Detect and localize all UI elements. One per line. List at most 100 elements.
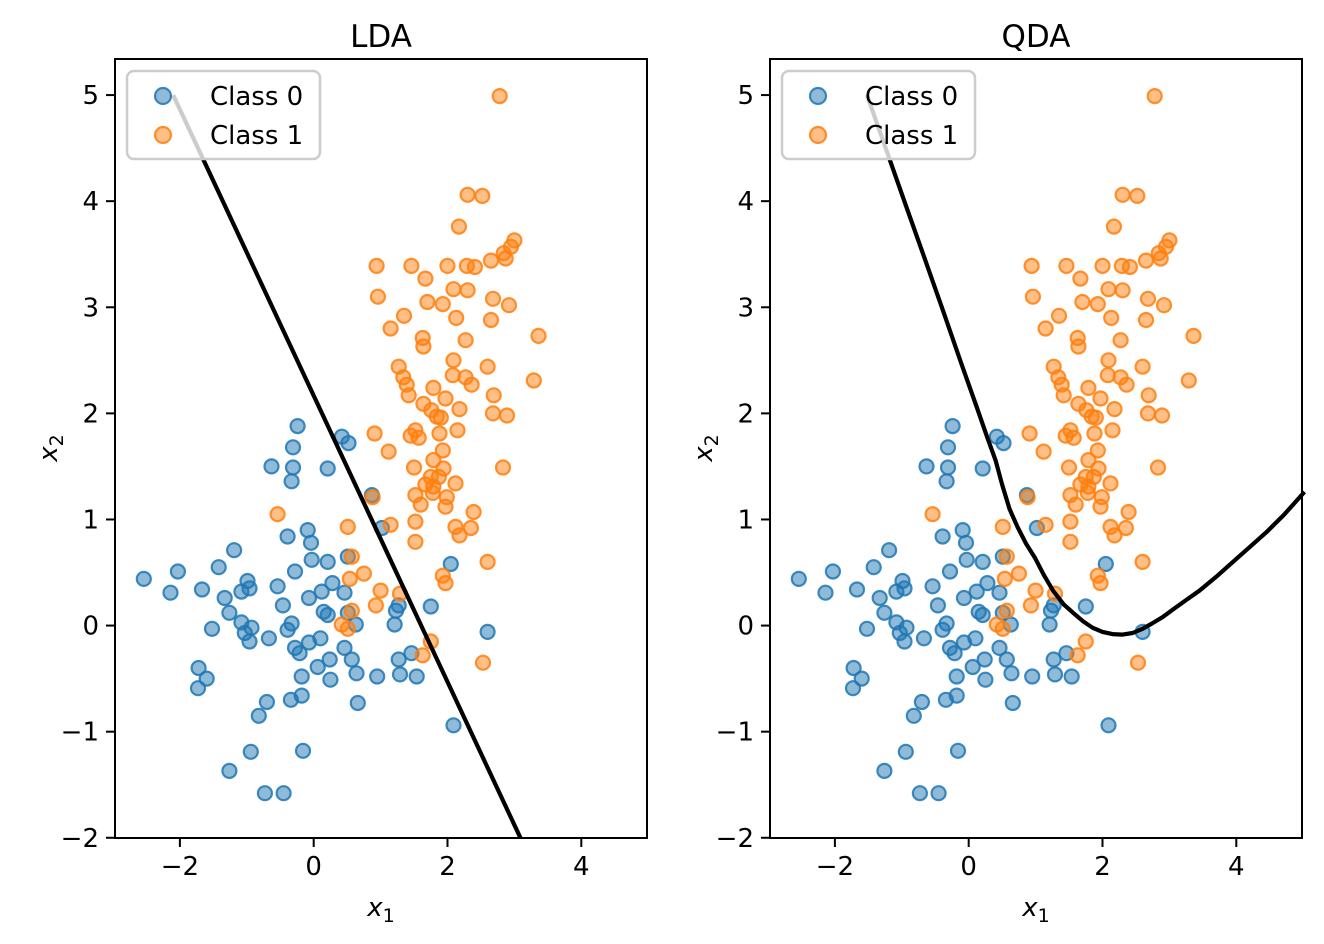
legend-marker-class0 [808, 86, 828, 106]
class1-point [1105, 218, 1123, 235]
legend: Class 0 Class 1 [780, 69, 977, 161]
class1-point [484, 405, 502, 422]
class0-point [991, 584, 1008, 601]
class1-point [998, 602, 1015, 619]
class0-point [319, 460, 336, 477]
y-tick-label: 1 [737, 505, 754, 535]
class0-point [226, 542, 243, 559]
x-tick-label: 0 [305, 852, 322, 882]
class0-point [880, 542, 898, 559]
class0-point [313, 583, 330, 600]
class1-point [479, 358, 496, 375]
class1-point [1129, 654, 1147, 671]
class1-point [445, 352, 462, 369]
class0-point [967, 630, 984, 647]
x-tick-label: 4 [573, 852, 590, 882]
class1-point [444, 367, 461, 384]
class0-point [479, 623, 496, 641]
class1-point [407, 533, 424, 550]
class1-point [474, 187, 491, 204]
class0-point [1024, 668, 1041, 685]
class1-point [996, 570, 1013, 588]
legend-marker-class1 [808, 125, 828, 145]
class0-point [1097, 555, 1114, 573]
class1-point [1099, 367, 1116, 384]
class1-point [459, 282, 476, 299]
class1-point [1074, 293, 1091, 311]
x-axis: −2 0 2 4 [161, 838, 590, 882]
class1-point [994, 620, 1011, 637]
class1-point [1079, 484, 1096, 501]
class1-point [269, 506, 286, 523]
lda-decision-boundary [171, 94, 523, 839]
class1-point [998, 548, 1015, 565]
class1-point [415, 338, 432, 355]
y-tick-label: 0 [737, 612, 754, 642]
class1-point [924, 506, 941, 523]
class1-point [1080, 379, 1097, 396]
class1-point [425, 452, 442, 469]
class1-point [355, 565, 372, 582]
class0-point [300, 589, 318, 607]
class0-point [911, 785, 929, 802]
class1-point [445, 281, 462, 298]
class1-point [434, 442, 451, 459]
class1-point [380, 443, 397, 460]
qda-panel: QDA −2 0 2 4 5 4 3 2 1 0 −1 −2 x1 x2 Class 0 Class 1 [689, 19, 1307, 927]
class0-point [294, 742, 312, 759]
class1-point [1037, 516, 1054, 533]
class0-point [949, 742, 967, 759]
class1-point [1010, 565, 1028, 582]
class1-point [1070, 338, 1087, 355]
class1-point [459, 186, 476, 203]
class0-point [386, 616, 403, 633]
class1-point [372, 582, 389, 599]
class0-point [274, 597, 291, 614]
class1-point [1118, 376, 1135, 393]
class0-point [336, 584, 353, 601]
class1-point [1102, 475, 1119, 492]
class1-point [450, 218, 467, 235]
class1-point [1087, 409, 1104, 426]
qda-decision-boundary [865, 94, 1307, 637]
class1-point [1180, 372, 1197, 389]
y-tick-label: −1 [716, 718, 754, 748]
class1-point [479, 553, 496, 571]
class1-point [1058, 257, 1075, 274]
class0-point [898, 619, 915, 636]
class1-point [1062, 513, 1079, 530]
class1-point [1060, 459, 1078, 476]
class1-point [1134, 553, 1151, 571]
class1-point [525, 372, 542, 389]
class1-point [1067, 496, 1084, 513]
class0-point [905, 707, 922, 724]
class1-point [1037, 320, 1054, 337]
y-tick-label: 5 [737, 81, 754, 111]
class0-point [858, 620, 876, 637]
class1-point [1089, 442, 1106, 459]
legend-label: Class 1 [210, 121, 303, 151]
class1-point [1086, 425, 1103, 442]
class1-point [451, 527, 468, 544]
y-axis: 5 4 3 2 1 0 −1 −2 [716, 81, 770, 854]
legend-marker-class0 [153, 86, 173, 106]
class1-point [1035, 443, 1052, 460]
class1-point [485, 387, 502, 404]
class1-point [1106, 401, 1123, 418]
class1-point [1114, 282, 1131, 299]
class1-point [437, 574, 454, 592]
class1-point [1155, 297, 1173, 314]
class1-point [407, 513, 424, 530]
class0-point [896, 580, 913, 597]
class0-point [957, 534, 975, 551]
class1-point [424, 484, 441, 501]
panel-title: LDA [350, 19, 412, 55]
class1-point [382, 320, 399, 337]
class0-point [284, 459, 302, 476]
x-tick-label: −2 [161, 852, 199, 882]
class1-point [1137, 252, 1155, 269]
class0-point [976, 651, 993, 668]
class1-point [1121, 258, 1139, 276]
class1-point [1069, 647, 1086, 664]
class1-point [474, 654, 492, 671]
